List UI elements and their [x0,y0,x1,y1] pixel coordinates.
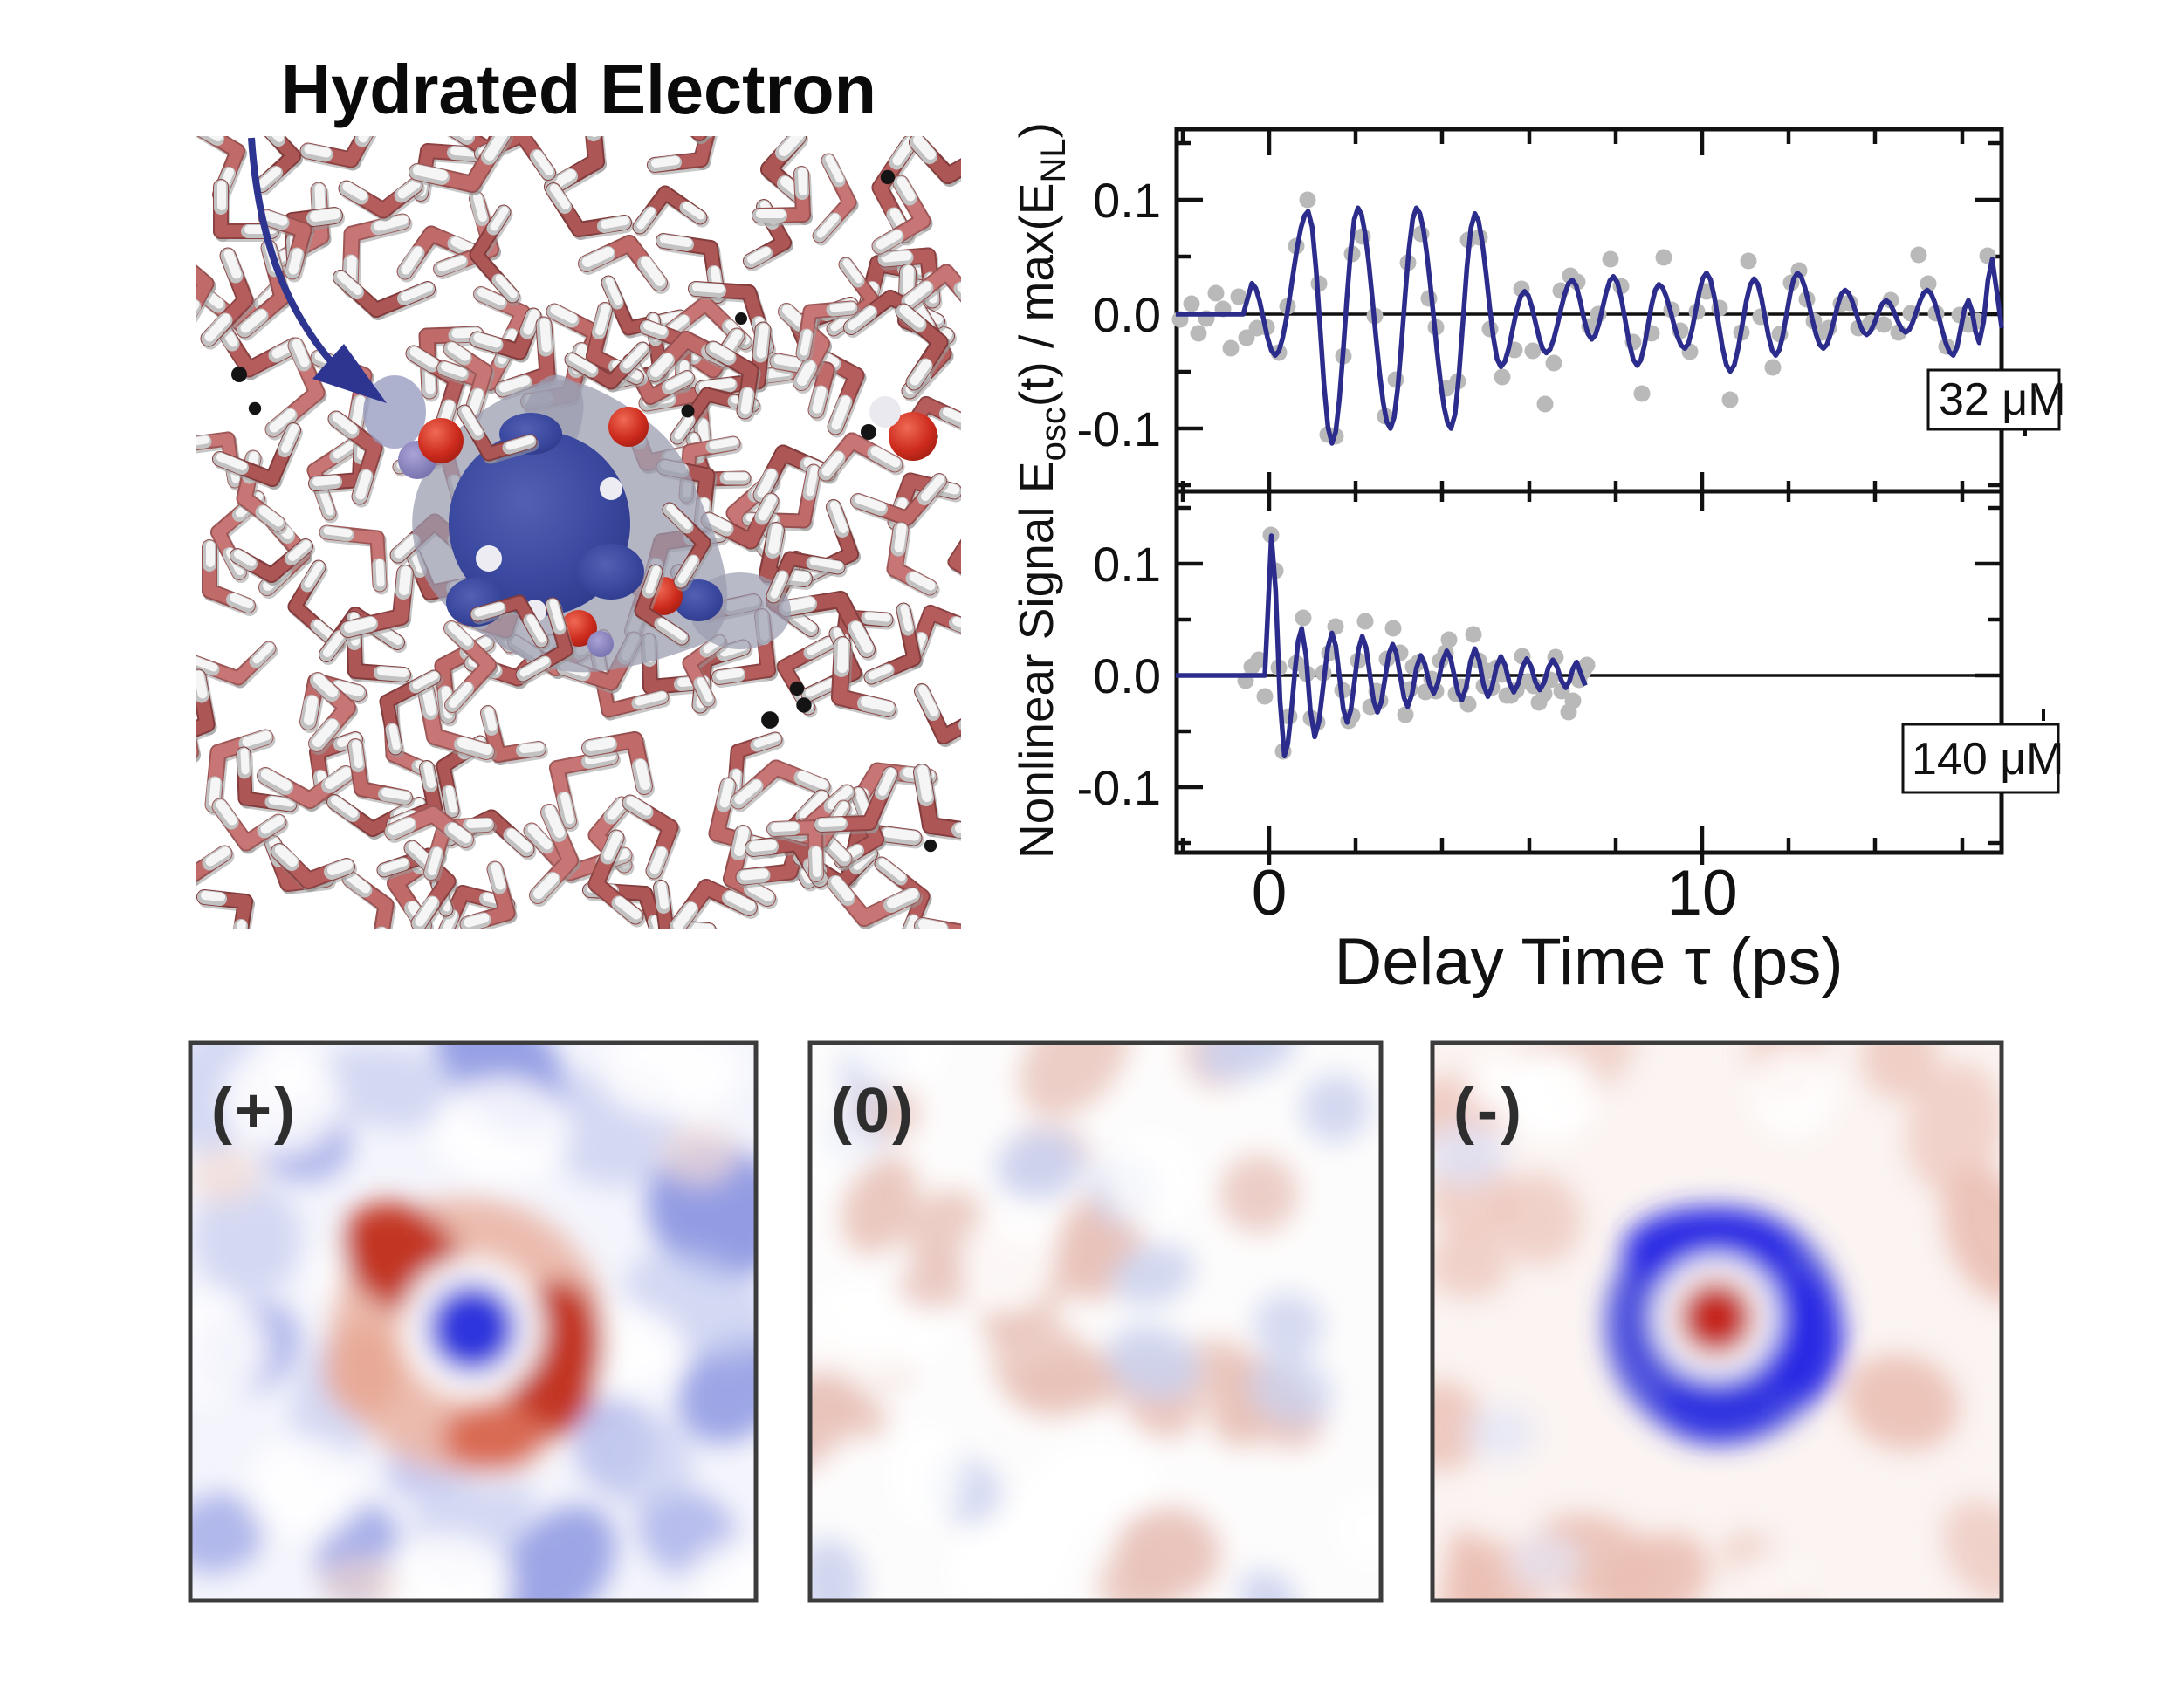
svg-text:0.0: 0.0 [1093,648,1161,703]
svg-text:-0.1: -0.1 [1077,401,1162,456]
svg-text:Hydrated Electron: Hydrated Electron [281,51,876,128]
svg-text:140 μM: 140 μM [1912,734,2064,785]
svg-text:(+): (+) [211,1076,298,1146]
svg-text:Nonlinear Signal Eosc(t) / ma: Nonlinear Signal Eosc(t) / max(ENL) [1009,122,1073,859]
svg-text:32 μM: 32 μM [1939,374,2066,425]
svg-text:0.1: 0.1 [1093,537,1161,592]
svg-text:10: 10 [1666,858,1737,929]
svg-text:(0): (0) [831,1076,916,1146]
svg-text:(-): (-) [1453,1076,1524,1146]
svg-text:-0.1: -0.1 [1077,760,1162,815]
svg-text:0: 0 [1252,858,1288,929]
svg-text:0.0: 0.0 [1093,287,1161,342]
svg-text:Delay Time τ (ps): Delay Time τ (ps) [1334,925,1843,999]
svg-text:0.1: 0.1 [1093,173,1161,228]
